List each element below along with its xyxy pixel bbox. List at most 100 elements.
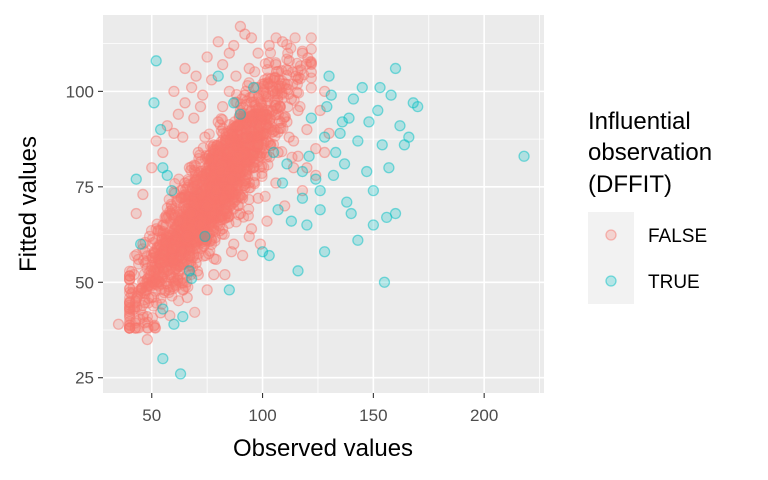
data-points: [112, 20, 530, 380]
data-point-false-cloud: [131, 290, 144, 302]
data-point-false-cloud: [208, 224, 220, 236]
data-point-false-cloud: [254, 151, 266, 163]
data-point-false-cloud: [224, 200, 236, 212]
data-point-false-cloud: [182, 234, 194, 246]
data-point-false: [263, 39, 275, 52]
data-point-false-cloud: [219, 134, 232, 146]
data-point-false-cloud: [223, 159, 236, 172]
data-point-false-cloud: [231, 139, 243, 151]
data-point-true: [518, 150, 530, 162]
data-point-true: [154, 123, 167, 136]
legend-title-line-3: (DFFIT): [588, 171, 672, 198]
data-point-false: [128, 268, 140, 281]
data-point-false: [318, 146, 331, 159]
data-point-false-cloud: [261, 112, 273, 124]
data-point-false-cloud: [240, 155, 252, 168]
data-point-false-cloud: [252, 125, 264, 137]
data-point-false: [243, 62, 255, 75]
data-point-true: [223, 284, 235, 296]
data-point-false-cloud: [247, 146, 259, 158]
data-point-true: [321, 100, 333, 113]
data-point-false: [214, 165, 227, 178]
data-point-false-cloud: [207, 173, 220, 185]
data-point-false-cloud: [223, 191, 235, 203]
data-point-false-cloud: [158, 287, 170, 299]
data-point-false: [112, 318, 125, 330]
data-point-false-cloud: [224, 152, 236, 164]
data-point-false-cloud: [129, 317, 141, 329]
legend-key-true: [605, 275, 617, 287]
data-point-false-cloud: [220, 150, 232, 163]
data-point-false-cloud: [245, 131, 257, 143]
data-point-false: [148, 246, 160, 258]
data-point-false: [212, 36, 224, 48]
data-point-false-cloud: [166, 242, 178, 254]
data-point-false-cloud: [248, 139, 260, 151]
data-point-false: [177, 131, 189, 143]
data-point-false-cloud: [133, 322, 145, 334]
data-point-false-cloud: [216, 180, 228, 193]
data-point-false: [185, 207, 198, 220]
data-point-false-cloud: [231, 138, 244, 151]
data-point-false-cloud: [213, 212, 225, 224]
data-point-false-cloud: [222, 210, 235, 222]
data-point-false-cloud: [173, 173, 185, 185]
data-point-false-cloud: [243, 138, 255, 150]
data-point-false-cloud: [188, 216, 200, 228]
data-point-false-cloud: [207, 160, 219, 172]
data-point-false-cloud: [199, 211, 212, 223]
data-point-false-cloud: [212, 148, 224, 160]
data-point-true: [212, 70, 224, 82]
data-point-false-cloud: [244, 137, 256, 149]
data-point-false-cloud: [206, 218, 218, 230]
data-point-false: [185, 81, 198, 94]
data-point-false-cloud: [208, 172, 220, 185]
data-point-false-cloud: [233, 179, 245, 192]
data-point-false: [168, 85, 180, 98]
data-point-false: [194, 219, 207, 231]
data-point-false-cloud: [232, 139, 245, 152]
data-point-true: [345, 207, 357, 220]
data-point-false-cloud: [270, 32, 282, 44]
data-point-false-cloud: [187, 233, 199, 245]
data-point-false-cloud: [201, 189, 213, 201]
data-point-false-cloud: [123, 302, 136, 315]
data-point-false-cloud: [215, 204, 227, 217]
data-point-false-cloud: [191, 220, 203, 232]
data-point-false: [152, 276, 165, 288]
data-point-false-cloud: [232, 139, 245, 152]
data-point-false: [261, 97, 273, 109]
data-point-false-cloud: [245, 131, 257, 143]
data-point-false-cloud: [185, 219, 198, 232]
data-point-false-cloud: [191, 204, 203, 216]
data-point-false-cloud: [291, 78, 303, 90]
data-point-false-cloud: [157, 246, 169, 258]
data-point-false-cloud: [187, 219, 199, 231]
data-point-false: [232, 150, 244, 162]
data-point-false-cloud: [245, 96, 257, 108]
data-point-false-cloud: [175, 232, 187, 245]
data-point-false-cloud: [222, 188, 234, 201]
data-point-false-cloud: [178, 225, 191, 237]
data-point-true: [336, 116, 348, 128]
data-point-false-cloud: [225, 170, 238, 182]
data-point-false-cloud: [202, 173, 215, 185]
data-point-false-cloud: [123, 303, 136, 315]
data-point-false-cloud: [148, 320, 160, 332]
data-point-true: [166, 184, 178, 197]
data-point-false-cloud: [285, 42, 297, 54]
data-point-false: [252, 192, 264, 204]
data-point-false: [181, 291, 193, 304]
data-point-false-cloud: [252, 130, 264, 142]
data-point-false-cloud: [213, 141, 226, 153]
data-point-false-cloud: [196, 210, 208, 222]
data-point-false-cloud: [206, 214, 219, 226]
data-point-false-cloud: [209, 208, 221, 221]
data-point-false-cloud: [207, 221, 220, 234]
data-point-false-cloud: [305, 58, 317, 71]
data-point-false-cloud: [161, 261, 173, 273]
data-point-false: [135, 284, 147, 296]
data-point-false-cloud: [240, 169, 252, 181]
data-point-false-cloud: [232, 164, 244, 176]
data-point-false-cloud: [252, 123, 264, 135]
